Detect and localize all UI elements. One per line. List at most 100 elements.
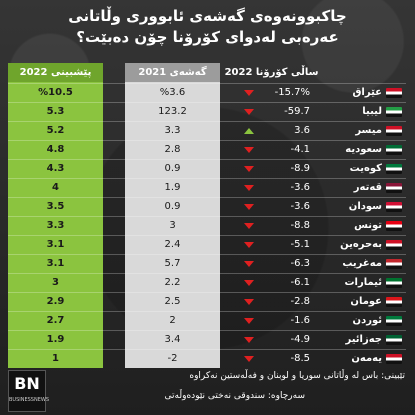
logo: BN BUSINESSNEWS [8,370,50,412]
header-covid-2022: ساڵی کۆرۆنا 2022 [224,67,319,78]
country-label: ئوردن [352,315,382,326]
forecast-2022-cell: 4.8 [46,144,65,155]
country-label: میسر [355,125,382,136]
flag-icon [386,126,402,136]
arrow-down-icon [244,337,254,343]
country-label: ئیمارات [344,277,382,288]
growth-2021-cell: 3.3 [164,125,181,136]
page-title: چاکبوونەوەی گەشەی ئابووری وڵاتانی عەرەبی… [10,6,405,48]
flag-icon [386,88,402,98]
country-label: سعودیە [345,144,382,155]
table-row: 2.7 2 -1.6 ئوردن [8,311,406,330]
flag-icon [386,183,402,193]
covid-2022-cell: -59.7 [284,106,310,117]
arrow-down-icon [244,242,254,248]
growth-2021-cell: 3.4 [164,334,181,345]
covid-2022-cell: -3.6 [290,182,310,193]
country-label: کوەیت [349,163,382,174]
table-row: 3.1 5.7 -6.3 مەغریب [8,254,406,273]
arrow-down-icon [244,318,254,324]
forecast-2022-cell: 4 [52,182,59,193]
flag-icon [386,259,402,269]
flag-icon [386,335,402,345]
flag-icon [386,316,402,326]
covid-2022-cell: -4.9 [290,334,310,345]
flag-icon [386,354,402,364]
growth-2021-cell: 2.4 [164,239,181,250]
country-label: یەمەن [351,353,382,364]
footer-note: تێبینی: باس لە وڵاتانی سوریا و لوبنان و … [189,371,405,381]
covid-2022-cell: -2.8 [290,296,310,307]
covid-2022-cell: -1.6 [290,315,310,326]
country-label: عومان [350,296,382,307]
forecast-2022-cell: 2.9 [46,296,65,307]
header-growth-2021: گەشەی 2021 [125,63,220,82]
covid-2022-cell: -3.6 [290,201,310,212]
country-label: تونس [354,220,382,231]
table-row: 1.9 3.4 -4.9 جەزائیر [8,330,406,349]
arrow-down-icon [244,109,254,115]
covid-2022-cell: -15.7% [274,87,310,98]
flag-icon [386,164,402,174]
table-row: 1 -2 -8.5 یەمەن [8,349,406,368]
country-label: قەتەر [353,182,382,193]
logo-sub-text: BUSINESSNEWS [9,397,50,403]
country-label: لیبیا [362,106,382,117]
covid-2022-cell: -4.1 [290,144,310,155]
flag-icon [386,297,402,307]
table-row: 2.9 2.5 -2.8 عومان [8,292,406,311]
forecast-2022-cell: 1.9 [46,334,65,345]
data-table: پێشبینی 2022 گەشەی 2021 ساڵی کۆرۆنا 2022… [8,63,406,368]
table-row: 5.2 3.3 3.6 میسر [8,121,406,140]
arrow-up-icon [244,128,254,134]
growth-2021-cell: 3 [169,220,176,231]
growth-2021-cell: -2 [167,353,178,364]
arrow-down-icon [244,147,254,153]
country-label: بەحرەین [340,239,382,250]
growth-2021-cell: 123.2 [158,106,187,117]
table-row: 4 1.9 -3.6 قەتەر [8,178,406,197]
covid-2022-cell: -8.5 [290,353,310,364]
table-row: 4.8 2.8 -4.1 سعودیە [8,140,406,159]
covid-2022-cell: -6.3 [290,258,310,269]
covid-2022-cell: -5.1 [290,239,310,250]
forecast-2022-cell: 5.2 [46,125,65,136]
covid-2022-cell: 3.6 [294,125,310,136]
arrow-down-icon [244,223,254,229]
growth-2021-cell: 0.9 [164,163,181,174]
table-row: 3 2.2 -6.1 ئیمارات [8,273,406,292]
forecast-2022-cell: %10.5 [38,87,73,98]
growth-2021-cell: 2 [169,315,176,326]
growth-2021-cell: 2.5 [164,296,181,307]
covid-2022-cell: -8.8 [290,220,310,231]
table-row: 3.5 0.9 -3.6 سودان [8,197,406,216]
arrow-down-icon [244,299,254,305]
table-row: %10.5 %3.6 -15.7% عێراق [8,83,406,102]
table-row: 5.3 123.2 -59.7 لیبیا [8,102,406,121]
growth-2021-cell: 0.9 [164,201,181,212]
growth-2021-cell: 5.7 [164,258,181,269]
arrow-down-icon [244,204,254,210]
country-label: مەغریب [342,258,382,269]
country-label: سودان [348,201,382,212]
arrow-down-icon [244,166,254,172]
forecast-2022-cell: 1 [52,353,59,364]
forecast-2022-cell: 3.1 [46,239,65,250]
forecast-column-bg [8,63,103,368]
covid-2022-cell: -8.9 [290,163,310,174]
flag-icon [386,107,402,117]
arrow-down-icon [244,185,254,191]
growth-2021-cell: 1.9 [164,182,181,193]
growth-2021-cell: %3.6 [159,87,186,98]
covid-2022-cell: -6.1 [290,277,310,288]
table-row: 4.3 0.9 -8.9 کوەیت [8,159,406,178]
footer-source: سەرچاوە: سندوقی نەختی نێودەوڵەتی [164,391,305,401]
country-label: عێراق [352,87,382,98]
flag-icon [386,145,402,155]
flag-icon [386,240,402,250]
arrow-down-icon [244,280,254,286]
forecast-2022-cell: 3.3 [46,220,65,231]
flag-icon [386,278,402,288]
forecast-2022-cell: 5.3 [46,106,65,117]
logo-main-text: BN [14,374,40,393]
